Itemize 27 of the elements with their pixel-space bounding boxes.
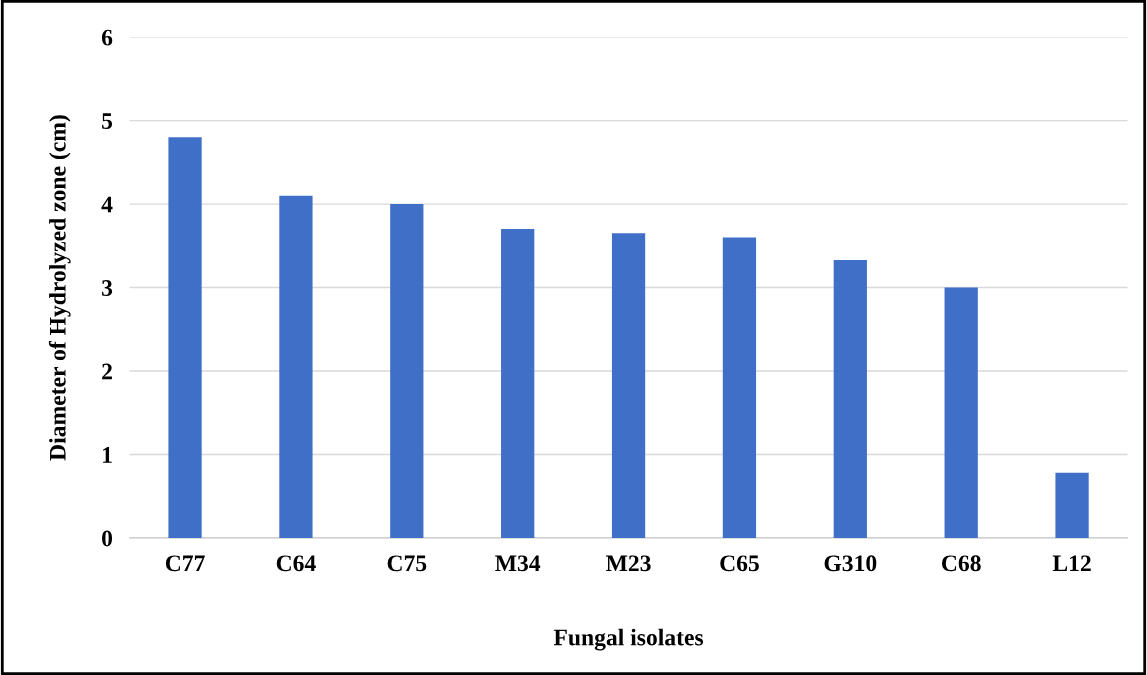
x-tick-label: M23 — [606, 555, 651, 572]
bar — [168, 137, 202, 538]
y-axis-title: Diameter of Hydrolyzed zone (cm) — [48, 115, 71, 461]
y-tick-label: 6 — [101, 29, 113, 46]
bar — [833, 260, 867, 538]
y-tick-label: 5 — [102, 113, 113, 130]
bar — [611, 233, 646, 538]
x-tick-label: L12 — [1052, 555, 1091, 572]
x-tick-label: C68 — [942, 555, 981, 572]
x-tick-label: G310 — [824, 555, 877, 572]
x-axis-title: Fungal isolates — [553, 628, 704, 651]
y-tick-label: 2 — [102, 363, 112, 380]
y-tick-label: 1 — [103, 447, 112, 463]
x-tick-label: C65 — [720, 555, 759, 572]
y-tick-label: 0 — [102, 530, 113, 547]
bar — [390, 204, 424, 538]
y-tick-label: 4 — [101, 196, 113, 213]
bar — [722, 237, 757, 538]
x-tick-label: M34 — [495, 555, 541, 572]
bar — [501, 229, 535, 538]
x-tick-label: C75 — [387, 555, 427, 572]
x-tick-label: C64 — [276, 555, 316, 572]
x-tick-label: C77 — [165, 555, 205, 572]
y-tick-label: 3 — [102, 280, 113, 296]
bar — [279, 195, 313, 538]
bar — [1055, 472, 1089, 538]
bar — [944, 287, 978, 538]
